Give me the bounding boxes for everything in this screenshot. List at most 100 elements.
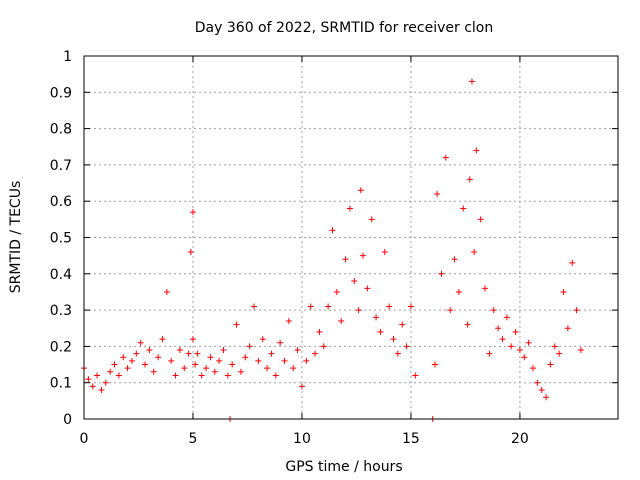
data-point [359, 252, 366, 259]
data-point [272, 372, 279, 379]
data-point [534, 379, 541, 386]
data-point [364, 285, 371, 292]
data-point [381, 249, 388, 256]
data-point [333, 288, 340, 295]
data-point [560, 288, 567, 295]
data-point [224, 372, 231, 379]
data-point [307, 303, 314, 310]
data-point [407, 303, 414, 310]
data-point [529, 365, 536, 372]
data-point [137, 339, 144, 346]
data-point [290, 365, 297, 372]
data-point [442, 154, 449, 161]
data-point [111, 361, 118, 368]
data-point [394, 350, 401, 357]
data-point [102, 379, 109, 386]
data-point [512, 328, 519, 335]
data-point [150, 368, 157, 375]
y-tick-label: 0.9 [50, 85, 72, 101]
data-point [85, 376, 92, 383]
data-point [281, 357, 288, 364]
data-point [551, 343, 558, 350]
data-point [451, 256, 458, 263]
data-point [107, 368, 114, 375]
data-point [521, 354, 528, 361]
data-point [573, 307, 580, 314]
data-point [543, 394, 550, 401]
y-axis-label: SRMTID / TECUs [8, 181, 24, 294]
data-points [81, 78, 584, 422]
x-tick-label: 15 [402, 431, 420, 447]
data-point [316, 328, 323, 335]
data-point [194, 350, 201, 357]
data-point [338, 317, 345, 324]
y-tick-label: 1 [63, 49, 72, 65]
data-point [329, 227, 336, 234]
data-point [464, 321, 471, 328]
data-point [577, 347, 584, 354]
data-point [146, 347, 153, 354]
y-tick-label: 0.7 [50, 158, 72, 174]
data-point [431, 361, 438, 368]
data-point [312, 350, 319, 357]
data-point [203, 365, 210, 372]
data-point [255, 357, 262, 364]
data-point [320, 343, 327, 350]
y-tick-label: 0 [63, 412, 72, 428]
data-point [403, 343, 410, 350]
data-point [547, 361, 554, 368]
y-tick-label: 0.3 [50, 303, 72, 319]
data-point [447, 307, 454, 314]
data-point [115, 372, 122, 379]
data-point [368, 216, 375, 223]
data-point [569, 259, 576, 266]
data-point [233, 321, 240, 328]
grid-lines [84, 56, 618, 419]
data-point [538, 386, 545, 393]
data-point [189, 209, 196, 216]
data-point [499, 336, 506, 343]
data-point [482, 285, 489, 292]
y-tick-label: 0.1 [50, 376, 72, 392]
data-point [155, 354, 162, 361]
x-axis-label: GPS time / hours [285, 459, 402, 475]
data-point [386, 303, 393, 310]
y-tick-label: 0.6 [50, 194, 72, 210]
axis-ticks [83, 55, 618, 420]
data-point [486, 350, 493, 357]
data-point [525, 339, 532, 346]
data-point [477, 216, 484, 223]
data-point [133, 350, 140, 357]
y-tick-label: 0.4 [50, 267, 72, 283]
x-tick-label: 0 [80, 431, 89, 447]
data-point [89, 383, 96, 390]
data-point [176, 347, 183, 354]
data-point [294, 347, 301, 354]
data-point [471, 249, 478, 256]
data-point [285, 317, 292, 324]
data-point [120, 354, 127, 361]
data-point [377, 328, 384, 335]
tick-labels: 00.10.20.30.40.50.60.70.80.910 5 10 15 20 [50, 49, 529, 447]
data-point [246, 343, 253, 350]
y-tick-label: 0.5 [50, 231, 72, 247]
data-point [242, 354, 249, 361]
data-point [438, 270, 445, 277]
data-point [207, 354, 214, 361]
data-point [277, 339, 284, 346]
data-point [98, 386, 105, 393]
data-point [473, 147, 480, 154]
data-point [298, 383, 305, 390]
data-point [259, 336, 266, 343]
data-point [503, 314, 510, 321]
data-point [556, 350, 563, 357]
data-point [159, 336, 166, 343]
data-point [251, 303, 258, 310]
data-point [303, 357, 310, 364]
data-point [94, 372, 101, 379]
data-point [346, 205, 353, 212]
data-point [189, 336, 196, 343]
data-point [181, 365, 188, 372]
x-tick-label: 10 [293, 431, 311, 447]
data-point [128, 357, 135, 364]
